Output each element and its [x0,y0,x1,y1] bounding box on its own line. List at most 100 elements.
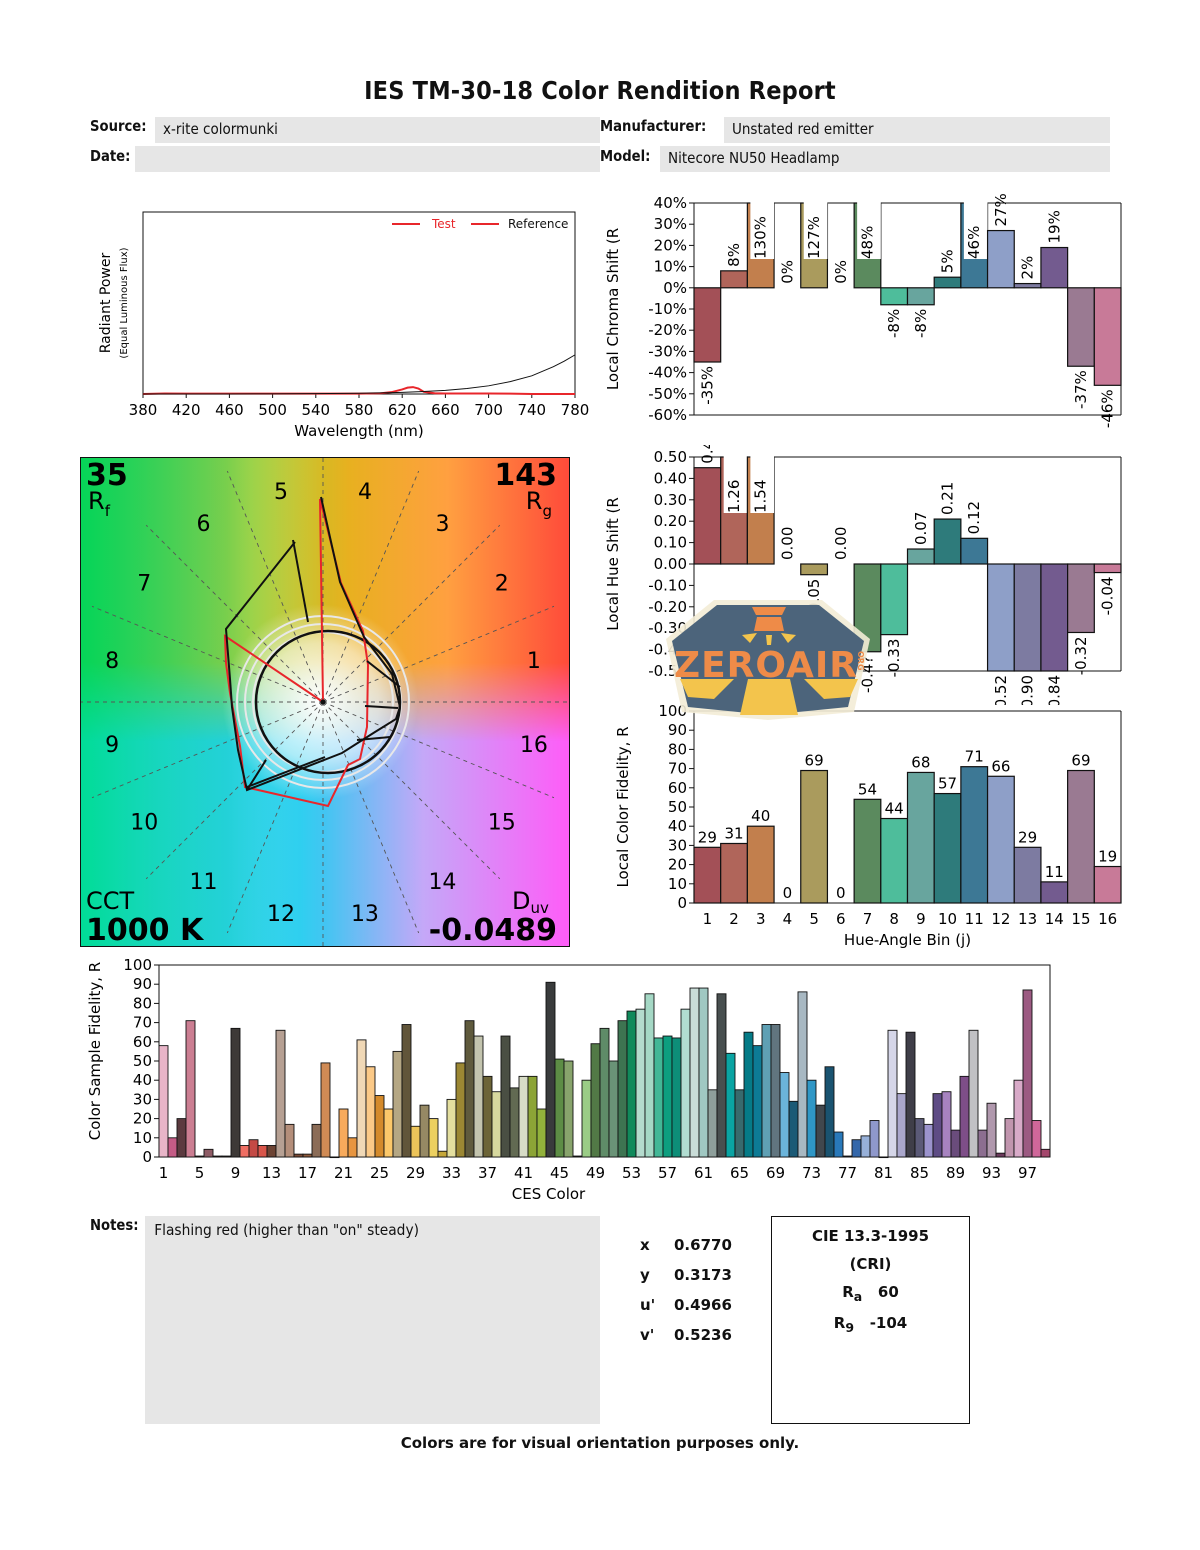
x-tick-label: 14 [1045,910,1064,928]
ces-bar-68 [761,1024,772,1158]
y-tick-label: -40% [648,364,687,382]
ces-bar-93 [986,1102,997,1158]
bar-value-label: 57 [938,775,957,793]
ces-bar-7 [212,1155,223,1158]
bar-bin-11 [960,766,989,904]
x-tick-label: 61 [694,1164,713,1182]
bar-bin-2 [720,842,748,904]
rg-label: Rg [526,487,552,520]
x-tick-label: 380 [129,401,158,419]
x-tick-label: 73 [802,1164,821,1182]
bar-value-label: -35% [698,366,716,405]
coord-row: u' 0.4966 [640,1296,732,1326]
rf-label: Rf [88,487,111,520]
chromaticity-coordinates: x 0.6770 y 0.3173 u' 0.4966 v' 0.5236 [640,1236,732,1356]
bar-value-label: -46% [1099,389,1117,428]
ces-bar-38 [491,1091,502,1158]
bin-label-10: 10 [130,810,158,835]
y-axis-sublabel: (Equal Luminous Flux) [119,247,130,358]
bar-value-label: 31 [724,824,743,842]
x-tick-label: 2 [729,910,739,928]
cri-ra-value: 60 [877,1283,899,1301]
legend-label-test: Test [431,217,456,231]
bin-divider [145,701,324,880]
ces-bar-89 [950,1129,961,1158]
ces-bar-82 [887,1029,898,1158]
bar-value-label: 2% [1019,256,1037,280]
chroma-shift-chart: 40% 30% 20% 10% 0% -10% -20% -30% -40% -50% -60% -3… [604,193,1122,428]
ces-bar-84 [905,1031,916,1158]
y-tick-label: 30 [133,1090,152,1108]
bar-bin-10 [933,518,962,565]
bar-value-label: -37% [1072,370,1090,409]
bar-value-label: 69 [805,752,824,770]
bin-label-16: 16 [520,733,548,758]
center-point [320,699,326,705]
y-tick-label: 0.40 [654,469,687,487]
bar-bin-5 [800,563,829,576]
ces-bar-26 [383,1108,394,1158]
y-tick-label: 0.10 [654,534,687,552]
cri-subtitle: (CRI) [849,1255,892,1273]
ces-bar-23 [356,1039,367,1158]
ces-bar-81 [878,1156,889,1159]
coord-key: y [640,1266,650,1284]
bar-value-label: 11 [1045,863,1064,881]
ces-bar-8 [221,1155,232,1158]
bin-label-6: 6 [197,512,211,537]
ces-bar-29 [410,1125,421,1158]
ces-bar-78 [851,1139,862,1158]
y-tick-label: 80 [133,994,152,1012]
x-tick-label: 10 [938,910,957,928]
ces-bar-39 [500,1035,511,1158]
ces-bar-30 [419,1104,430,1158]
ces-bar-54 [635,1008,646,1158]
ces-bar-3 [176,1118,187,1158]
ces-bar-69 [770,1024,781,1158]
x-tick-label: 93 [982,1164,1001,1182]
y-tick-label: 0.00 [654,555,687,573]
ces-bar-25 [374,1095,385,1158]
ces-bar-37 [482,1075,493,1158]
x-tick-label: 15 [1071,910,1090,928]
y-tick-label: -20% [648,321,687,339]
bar-bin-8 [880,817,909,904]
report-title: IES TM-30-18 Color Rendition Report [364,76,836,105]
ces-bar-44 [545,981,556,1158]
x-tick-label: 85 [910,1164,929,1182]
ces-bar-51 [608,1060,619,1158]
bar-bin-15 [1067,769,1095,904]
bar-bin-9 [906,548,935,565]
bin-divider [226,701,324,934]
y-tick-label: 0.20 [654,512,687,530]
bar-value-label: 0.07 [912,512,930,545]
x-tick-label: 660 [431,401,460,419]
bar-bin-14 [1040,881,1069,904]
bar-value-label: 71 [965,748,984,766]
coord-value: 0.4966 [674,1296,732,1314]
y-tick-label: -50% [648,385,687,403]
y-axis-label: Local Color Fidelity, R [614,726,632,887]
bar-value-label: 69 [1071,752,1090,770]
ces-bar-74 [815,1104,826,1158]
ces-bar-40 [509,1087,520,1158]
x-tick-label: 16 [1098,910,1117,928]
bar-bin-8 [880,563,909,636]
ces-bar-43 [536,1108,547,1158]
bar-value-label: -0.84 [1045,675,1063,705]
ces-bar-95 [1004,1118,1015,1158]
label-bg [963,195,988,259]
bar-bin-9 [906,771,935,904]
plot-frame [142,211,576,395]
x-tick-label: 500 [258,401,287,419]
x-tick-label: 89 [946,1164,965,1182]
x-tick-label: 21 [334,1164,353,1182]
bar-value-label: 0 [783,884,793,902]
x-tick-label: 13 [262,1164,281,1182]
bar-value-label: 48% [858,226,876,259]
x-axis-label: CES Color [512,1185,586,1203]
x-tick-label: 1 [159,1164,169,1182]
ces-bar-58 [671,1037,682,1158]
x-tick-label: 620 [388,401,417,419]
ces-bar-34 [455,1062,466,1158]
